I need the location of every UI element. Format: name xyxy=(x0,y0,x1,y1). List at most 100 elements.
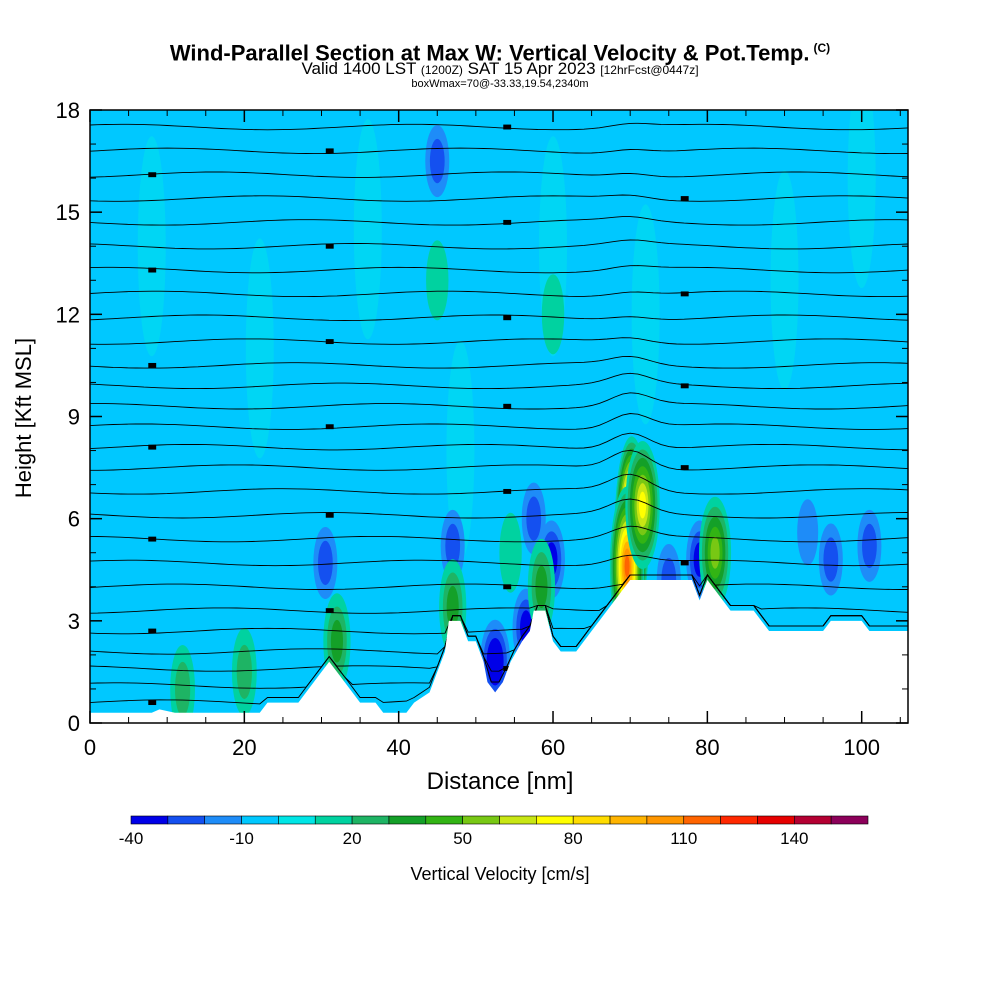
isentrope-line xyxy=(90,171,908,178)
isentrope-label-marker xyxy=(680,291,689,297)
isentrope-label-marker xyxy=(148,700,157,706)
updraft-contour xyxy=(330,619,343,663)
isentrope-label-marker xyxy=(503,403,512,409)
isentrope-label-marker xyxy=(680,383,689,389)
colorbar-tick-label: 20 xyxy=(343,829,362,848)
colorbar-swatch xyxy=(757,815,795,825)
weak-updraft-streak xyxy=(353,119,382,340)
colorbar-swatch xyxy=(314,815,353,825)
downdraft-contour xyxy=(862,523,877,569)
downdraft-core xyxy=(818,523,843,596)
terrain xyxy=(90,579,908,723)
utc-time: (1200Z) xyxy=(420,63,463,77)
chart-title: Wind-Parallel Section at Max W: Vertical… xyxy=(0,36,1000,65)
updraft-core xyxy=(170,644,196,723)
updraft-contour xyxy=(541,274,565,355)
colorbar-swatch xyxy=(462,815,500,825)
isentrope-label-marker xyxy=(325,148,334,154)
isentrope-label-marker xyxy=(148,628,157,634)
updraft-contour xyxy=(624,555,630,578)
weak-updraft-streak xyxy=(446,340,475,561)
downdraft-contour xyxy=(429,138,445,184)
downdraft-contour xyxy=(526,496,542,541)
isentrope-line xyxy=(90,554,908,567)
updraft-contour xyxy=(638,491,647,519)
updraft-core xyxy=(426,240,449,321)
isentrope-line xyxy=(90,337,908,345)
isentrope-line xyxy=(90,216,908,226)
isentrope-label-marker xyxy=(325,608,334,614)
downdraft-core xyxy=(425,125,450,198)
y-tick-label: 15 xyxy=(56,200,80,225)
chart-subtitle: Valid 1400 LST (1200Z) SAT 15 Apr 2023 [… xyxy=(0,59,1000,80)
isentrope-label-marker xyxy=(503,584,512,590)
updraft-core xyxy=(231,627,257,716)
x-tick-label: 40 xyxy=(386,735,410,760)
y-tick-label: 3 xyxy=(68,609,80,634)
box-wmax-info: boxWmax=70@-33.33,19.54,2340m xyxy=(411,78,589,90)
downdraft-contour xyxy=(317,540,333,586)
isentrope-line xyxy=(90,239,908,250)
isentrope-label-marker xyxy=(325,424,334,430)
x-tick-label: 60 xyxy=(541,735,565,760)
colorbar-tick-label: 140 xyxy=(780,829,808,848)
colorbar-swatch xyxy=(609,815,648,825)
downdraft-contour xyxy=(445,523,461,569)
colorbar-swatch xyxy=(572,815,611,825)
isentrope-line xyxy=(90,413,908,430)
colorbar-swatch xyxy=(646,815,685,825)
colorbar-tick-label: 50 xyxy=(453,829,472,848)
isentrope-line xyxy=(90,194,908,202)
isentrope-label-marker xyxy=(148,172,157,178)
weak-updraft-streak xyxy=(137,136,166,357)
colorbar-swatch xyxy=(278,815,316,825)
updraft-contour xyxy=(236,644,252,699)
isentrope-line xyxy=(90,449,908,471)
x-axis-label: Distance [nm] xyxy=(426,768,574,795)
colorbar-swatch xyxy=(130,815,169,825)
colorbar-label: Vertical Velocity [cm/s] xyxy=(410,864,590,884)
weak-updraft-streak xyxy=(847,110,876,289)
weak-updraft-streaks xyxy=(137,110,876,561)
y-tick-label: 0 xyxy=(68,711,80,736)
isentrope-label-marker xyxy=(503,124,512,130)
isentrope-line xyxy=(90,147,908,155)
isentropes xyxy=(90,122,908,706)
downdraft-core xyxy=(440,509,465,582)
isentrope-label-marker xyxy=(148,267,157,273)
isentrope-label-marker xyxy=(148,536,157,542)
isentrope-line xyxy=(90,265,908,274)
x-tick-label: 80 xyxy=(695,735,719,760)
isentrope-label-marker xyxy=(325,339,334,345)
isentrope-label-marker xyxy=(148,444,157,450)
y-tick-label: 12 xyxy=(56,302,80,327)
isentrope-line xyxy=(90,574,908,590)
colorbar-swatch xyxy=(830,815,869,825)
isentrope-label-marker xyxy=(503,488,512,494)
downdraft-core xyxy=(521,482,546,555)
colorbar-tick-label: -40 xyxy=(119,829,144,848)
updraft-contour xyxy=(446,585,459,629)
isentrope-line xyxy=(90,290,908,298)
colorbar-swatch xyxy=(204,815,242,825)
updraft-contour xyxy=(710,536,720,569)
updraft-core xyxy=(499,512,522,593)
isentrope-line xyxy=(90,432,908,451)
isentrope-label-marker xyxy=(503,219,512,225)
y-tick-label: 6 xyxy=(68,507,80,532)
x-tick-label: 20 xyxy=(232,735,256,760)
isentrope-label-marker xyxy=(503,315,512,321)
isentrope-label-marker xyxy=(325,512,334,518)
isentrope-label-marker xyxy=(325,243,334,249)
updraft-core xyxy=(541,274,565,355)
downdraft-core xyxy=(857,509,882,582)
y-tick-label: 9 xyxy=(68,405,80,430)
forecast-info: [12hrFcst@0447z] xyxy=(600,63,699,77)
colorbar-swatch xyxy=(793,815,832,825)
chart-title-text: Wind-Parallel Section at Max W: Vertical… xyxy=(169,40,810,66)
colorbar-swatch xyxy=(351,815,390,825)
colorbar-swatch xyxy=(683,815,721,825)
weak-updraft-streak xyxy=(245,238,274,459)
isentrope-line xyxy=(90,573,908,614)
